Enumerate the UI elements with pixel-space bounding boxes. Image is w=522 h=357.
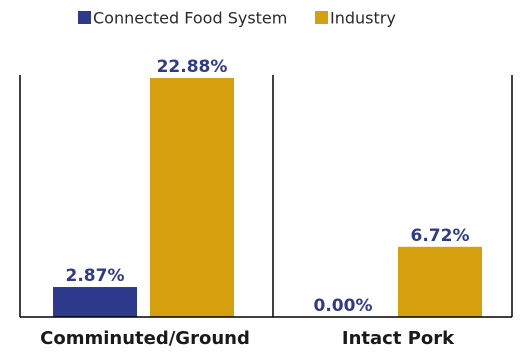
category-label-2: Intact Pork bbox=[342, 328, 455, 349]
legend-swatch-1 bbox=[78, 11, 91, 24]
data-label-1-2: 22.88% bbox=[157, 57, 228, 77]
data-label-1-1: 2.87% bbox=[66, 266, 125, 286]
bar-2-2 bbox=[398, 246, 482, 317]
data-label-2-2: 6.72% bbox=[411, 226, 470, 246]
category-label-1: Comminuted/Ground bbox=[40, 328, 250, 349]
bar-1-1 bbox=[53, 287, 137, 317]
bar-1-2 bbox=[150, 78, 234, 317]
legend-label-1: Connected Food System bbox=[93, 9, 287, 28]
legend-swatch-2 bbox=[315, 11, 328, 24]
data-label-2-1: 0.00% bbox=[314, 296, 373, 316]
legend-label-2: Industry bbox=[330, 9, 396, 28]
